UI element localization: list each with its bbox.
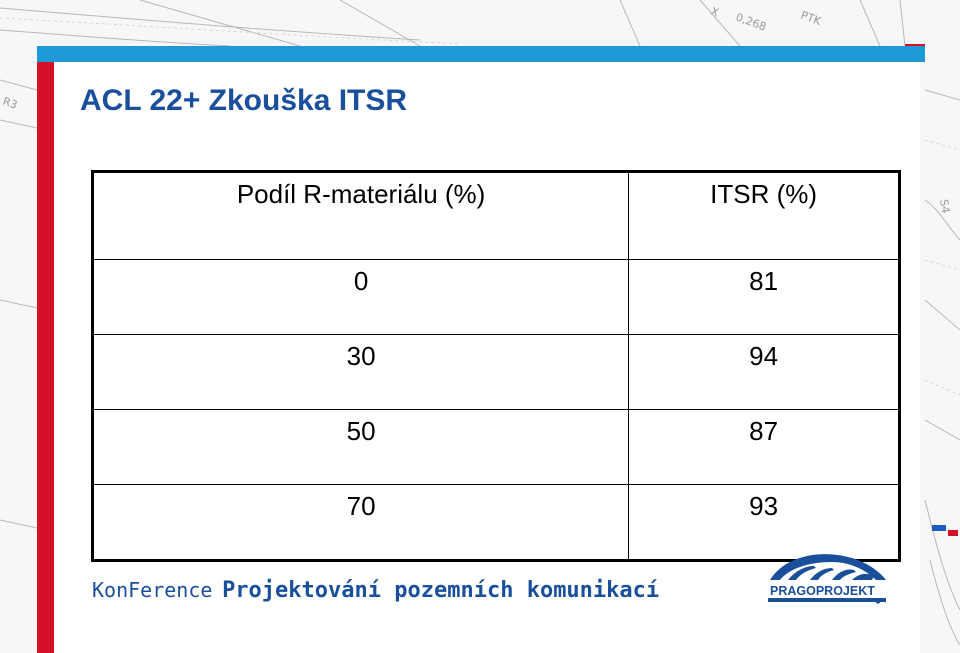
cell-r-material: 0 bbox=[91, 259, 630, 335]
header-itsr: ITSR (%) bbox=[628, 171, 900, 260]
svg-text:R3: R3 bbox=[1, 95, 19, 112]
slide-title: ACL 22+ Zkouška ITSR bbox=[80, 84, 408, 117]
table-header-row: Podíl R-materiálu (%) ITSR (%) bbox=[91, 171, 900, 260]
table-row: 0 81 bbox=[91, 259, 900, 335]
logo-text: PRAGOPROJEKT bbox=[770, 584, 875, 598]
itsr-table: Podíl R-materiálu (%) ITSR (%) 0 81 30 9… bbox=[91, 170, 901, 562]
cell-itsr: 87 bbox=[628, 409, 900, 485]
table-row: 30 94 bbox=[91, 334, 900, 410]
conference-title: Projektování pozemních komunikací bbox=[222, 578, 660, 603]
header-r-material: Podíl R-materiálu (%) bbox=[91, 171, 630, 260]
table-row: 50 87 bbox=[91, 409, 900, 485]
table-row: 70 93 bbox=[91, 484, 900, 561]
svg-text:X: X bbox=[709, 5, 721, 20]
svg-text:S4: S4 bbox=[937, 198, 952, 214]
bridge-arches-logo-icon bbox=[768, 554, 886, 604]
cell-r-material: 70 bbox=[91, 484, 630, 561]
left-accent-bar bbox=[37, 62, 54, 653]
conference-prefix: KonFerence bbox=[92, 578, 213, 602]
cell-r-material: 30 bbox=[91, 334, 630, 410]
cell-itsr: 93 bbox=[628, 484, 900, 561]
cell-r-material: 50 bbox=[91, 409, 630, 485]
svg-text:0,268: 0,268 bbox=[734, 11, 768, 34]
top-accent-bar bbox=[37, 46, 925, 62]
cell-itsr: 94 bbox=[628, 334, 900, 410]
svg-text:PTK: PTK bbox=[799, 9, 824, 29]
conference-name: KonFerence Projektování pozemních komuni… bbox=[92, 578, 659, 603]
cell-itsr: 81 bbox=[628, 259, 900, 335]
